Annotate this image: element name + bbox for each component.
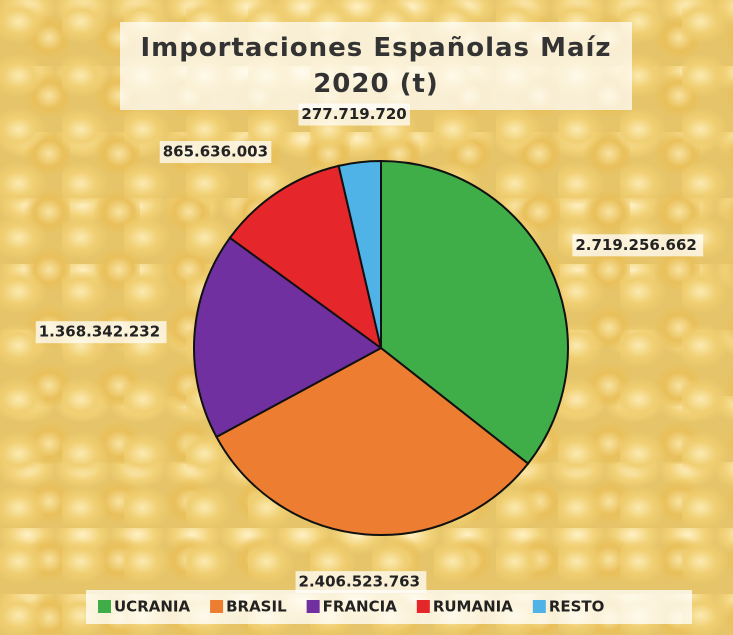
legend-swatch — [306, 600, 320, 613]
legend-label: UCRANIA — [114, 598, 190, 616]
chart-title: Importaciones Españolas Maíz 2020 (t) — [140, 33, 611, 99]
legend-swatch — [210, 600, 224, 613]
label-bg — [295, 571, 427, 594]
legend-label: RUMANIA — [433, 598, 513, 616]
data-label: 1.368.342.232 — [39, 323, 160, 341]
legend-label: RESTO — [549, 598, 605, 616]
label-bg — [159, 141, 272, 164]
legend-label: BRASIL — [226, 598, 287, 616]
title-box — [120, 22, 632, 110]
legend-swatch — [532, 600, 546, 613]
pie-slice — [193, 236, 383, 439]
pie-slice — [215, 346, 530, 536]
pie-slice — [228, 164, 383, 351]
legend-swatch — [98, 600, 111, 613]
data-label: 277.719.720 — [301, 105, 406, 123]
legend-box — [86, 590, 692, 624]
data-label: 2.719.256.662 — [575, 236, 696, 254]
data-label: 2.406.523.763 — [299, 573, 420, 591]
pie-slice — [380, 159, 569, 465]
legend-label: FRANCIA — [323, 598, 398, 616]
data-label: 865.636.003 — [163, 143, 268, 161]
label-bg — [298, 103, 411, 126]
pie-slice — [337, 159, 382, 349]
legend-swatch — [416, 600, 430, 613]
label-bg — [572, 234, 704, 257]
label-bg — [35, 321, 167, 344]
